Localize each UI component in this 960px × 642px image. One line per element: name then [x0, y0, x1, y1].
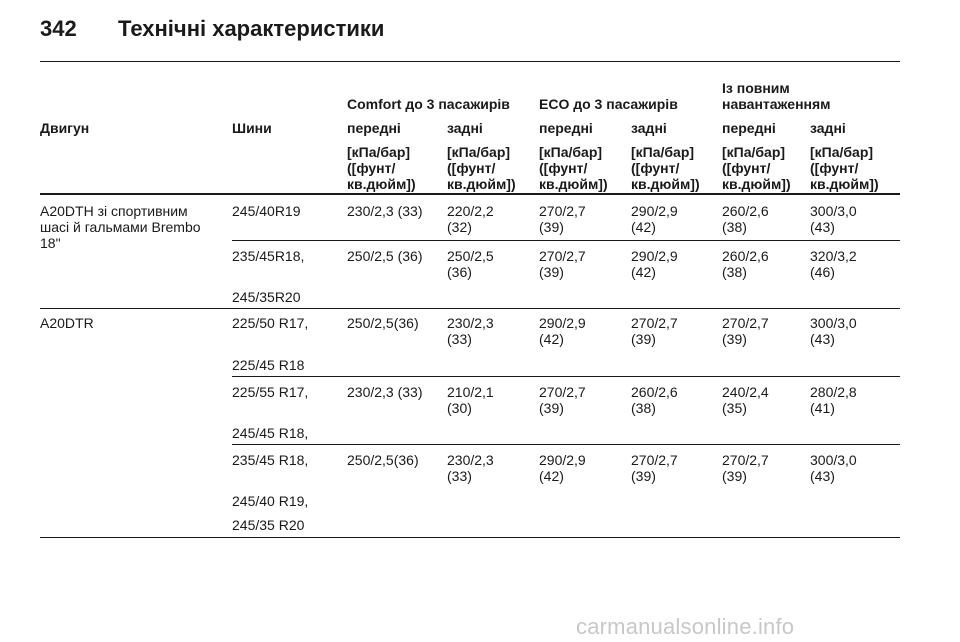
pressure-value: 290/2,9 (42) — [539, 452, 586, 484]
group-header-full-load: Із повним навантаженням — [722, 80, 831, 112]
pressure-value: 230/2,3 (33) — [447, 452, 494, 484]
pressure-value: 270/2,7 (39) — [631, 315, 678, 347]
pressure-value: 270/2,7 (39) — [539, 384, 586, 416]
row-divider — [232, 240, 900, 241]
pressure-value: 270/2,7 (39) — [722, 315, 769, 347]
pressure-value: 270/2,7 (39) — [539, 203, 586, 235]
tyre-size: 245/35 R20 — [232, 517, 305, 533]
pressure-value: 270/2,7 (39) — [539, 248, 586, 280]
col-header-rear: задні — [810, 120, 846, 136]
engine-name: A20DTH зі спортивним шасі й гальмами Bre… — [40, 203, 201, 251]
col-header-front: передні — [539, 120, 593, 136]
table-header-rule — [40, 193, 900, 195]
col-header-front: передні — [722, 120, 776, 136]
tyre-size: 235/45 R18, — [232, 452, 309, 468]
pressure-value: 240/2,4 (35) — [722, 384, 769, 416]
group-header-comfort: Comfort до 3 пасажирів — [347, 96, 510, 112]
pressure-value: 300/3,0 (43) — [810, 315, 857, 347]
pressure-value: 270/2,7 (39) — [631, 452, 678, 484]
col-header-rear: задні — [631, 120, 667, 136]
tyre-size: 235/45R18, — [232, 248, 305, 264]
tyre-size: 225/45 R18 — [232, 357, 305, 373]
pressure-value: 250/2,5 (36) — [447, 248, 494, 280]
pressure-value: 230/2,3 (33) — [347, 203, 423, 219]
unit-label: [кПа/бар] ([фунт/ кв.дюйм]) — [631, 144, 700, 192]
engine-name: A20DTR — [40, 315, 94, 331]
tyre-size: 245/40 R19, — [232, 493, 309, 509]
pressure-value: 220/2,2 (32) — [447, 203, 494, 235]
watermark: carmanualsonline.info — [576, 614, 795, 639]
row-divider — [232, 444, 900, 445]
page-header: 342 Технічні характеристики — [40, 16, 384, 42]
page-number: 342 — [40, 16, 77, 41]
unit-label: [кПа/бар] ([фунт/ кв.дюйм]) — [539, 144, 608, 192]
unit-label: [кПа/бар] ([фунт/ кв.дюйм]) — [447, 144, 516, 192]
tyre-size: 225/55 R17, — [232, 384, 309, 400]
pressure-value: 250/2,5 (36) — [347, 248, 423, 264]
pressure-value: 290/2,9 (42) — [631, 203, 678, 235]
pressure-value: 250/2,5(36) — [347, 452, 419, 468]
pressure-value: 270/2,7 (39) — [722, 452, 769, 484]
pressure-value: 320/3,2 (46) — [810, 248, 857, 280]
tyre-size: 225/50 R17, — [232, 315, 309, 331]
col-header-rear: задні — [447, 120, 483, 136]
tyre-size: 245/45 R18, — [232, 425, 309, 441]
col-header-engine: Двигун — [40, 120, 90, 136]
pressure-value: 260/2,6 (38) — [722, 203, 769, 235]
pressure-value: 260/2,6 (38) — [631, 384, 678, 416]
pressure-value: 230/2,3 (33) — [447, 315, 494, 347]
pressure-value: 230/2,3 (33) — [347, 384, 423, 400]
group-header-eco: ECO до 3 пасажирів — [539, 96, 678, 112]
unit-label: [кПа/бар] ([фунт/ кв.дюйм]) — [722, 144, 791, 192]
pressure-value: 300/3,0 (43) — [810, 203, 857, 235]
tyre-size: 245/35R20 — [232, 289, 301, 305]
col-header-front: передні — [347, 120, 401, 136]
row-divider — [232, 376, 900, 377]
unit-label: [кПа/бар] ([фунт/ кв.дюйм]) — [347, 144, 416, 192]
table-bottom-rule — [40, 537, 900, 538]
tyre-size: 245/40R19 — [232, 203, 301, 219]
pressure-value: 280/2,8 (41) — [810, 384, 857, 416]
pressure-value: 260/2,6 (38) — [722, 248, 769, 280]
page-title: Технічні характеристики — [118, 16, 385, 41]
section-divider — [40, 308, 900, 309]
header-rule — [40, 61, 900, 62]
unit-label: [кПа/бар] ([фунт/ кв.дюйм]) — [810, 144, 879, 192]
pressure-value: 290/2,9 (42) — [631, 248, 678, 280]
pressure-value: 250/2,5(36) — [347, 315, 419, 331]
pressure-value: 300/3,0 (43) — [810, 452, 857, 484]
col-header-tyres: Шини — [232, 120, 272, 136]
pressure-value: 210/2,1 (30) — [447, 384, 494, 416]
pressure-value: 290/2,9 (42) — [539, 315, 586, 347]
